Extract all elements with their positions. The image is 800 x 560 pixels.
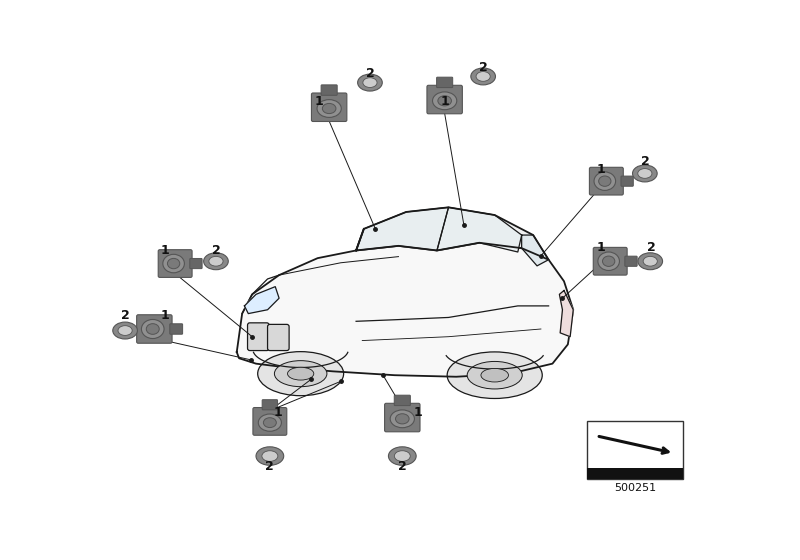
Ellipse shape [438,96,451,106]
Text: 1: 1 [414,405,422,419]
Ellipse shape [262,451,278,461]
Ellipse shape [390,410,414,428]
FancyBboxPatch shape [262,400,278,410]
Text: 2: 2 [478,60,487,74]
Text: 2: 2 [211,244,220,257]
FancyBboxPatch shape [253,408,287,435]
Ellipse shape [638,253,662,270]
Bar [587,421,683,479]
Ellipse shape [633,165,657,182]
Ellipse shape [209,256,223,266]
Text: 2: 2 [398,460,406,473]
Ellipse shape [204,253,228,270]
Ellipse shape [358,74,382,91]
Text: 2: 2 [266,460,274,473]
Text: 1: 1 [273,405,282,419]
Ellipse shape [146,324,159,334]
Text: 1: 1 [161,244,170,257]
FancyBboxPatch shape [590,167,623,195]
Ellipse shape [638,169,652,178]
Ellipse shape [602,256,615,267]
Ellipse shape [598,176,611,186]
FancyBboxPatch shape [394,395,410,405]
Ellipse shape [274,361,327,386]
Ellipse shape [433,92,457,110]
Ellipse shape [113,322,138,339]
Ellipse shape [142,319,164,339]
Ellipse shape [394,451,410,461]
Polygon shape [245,287,279,314]
Polygon shape [356,207,549,260]
Ellipse shape [389,447,416,465]
FancyBboxPatch shape [311,93,347,122]
Ellipse shape [118,326,132,335]
Ellipse shape [643,256,658,266]
Polygon shape [559,291,574,337]
Ellipse shape [322,104,336,114]
FancyBboxPatch shape [190,259,202,269]
Text: 2: 2 [366,67,374,80]
Ellipse shape [447,352,542,399]
FancyBboxPatch shape [267,324,289,351]
FancyBboxPatch shape [385,403,420,432]
Polygon shape [437,207,522,252]
Text: 2: 2 [647,241,656,254]
FancyBboxPatch shape [137,315,172,343]
Ellipse shape [476,72,490,81]
Ellipse shape [317,100,342,118]
FancyBboxPatch shape [621,176,634,186]
Ellipse shape [258,352,344,396]
Polygon shape [237,242,574,377]
FancyBboxPatch shape [625,256,637,267]
Polygon shape [356,207,449,250]
Ellipse shape [263,418,276,427]
Ellipse shape [594,172,615,190]
Ellipse shape [167,258,180,269]
FancyBboxPatch shape [321,85,337,95]
Ellipse shape [163,254,184,273]
Text: 1: 1 [161,309,170,321]
FancyBboxPatch shape [437,77,453,87]
Ellipse shape [256,447,284,465]
FancyBboxPatch shape [427,85,462,114]
Ellipse shape [598,252,619,270]
Ellipse shape [471,68,495,85]
Text: 1: 1 [314,95,323,108]
Polygon shape [522,235,549,266]
FancyBboxPatch shape [594,248,627,275]
Ellipse shape [363,78,377,87]
Ellipse shape [467,361,522,389]
Ellipse shape [481,368,509,382]
Text: 2: 2 [121,309,130,321]
FancyBboxPatch shape [170,324,182,334]
Bar [587,468,683,479]
Text: 2: 2 [642,155,650,167]
Text: 1: 1 [597,163,606,176]
Text: 500251: 500251 [614,483,656,493]
Text: 1: 1 [440,95,449,108]
Ellipse shape [258,414,282,431]
Ellipse shape [395,414,409,424]
FancyBboxPatch shape [247,323,269,351]
Text: 1: 1 [597,241,606,254]
FancyBboxPatch shape [158,250,192,277]
Ellipse shape [287,367,314,380]
